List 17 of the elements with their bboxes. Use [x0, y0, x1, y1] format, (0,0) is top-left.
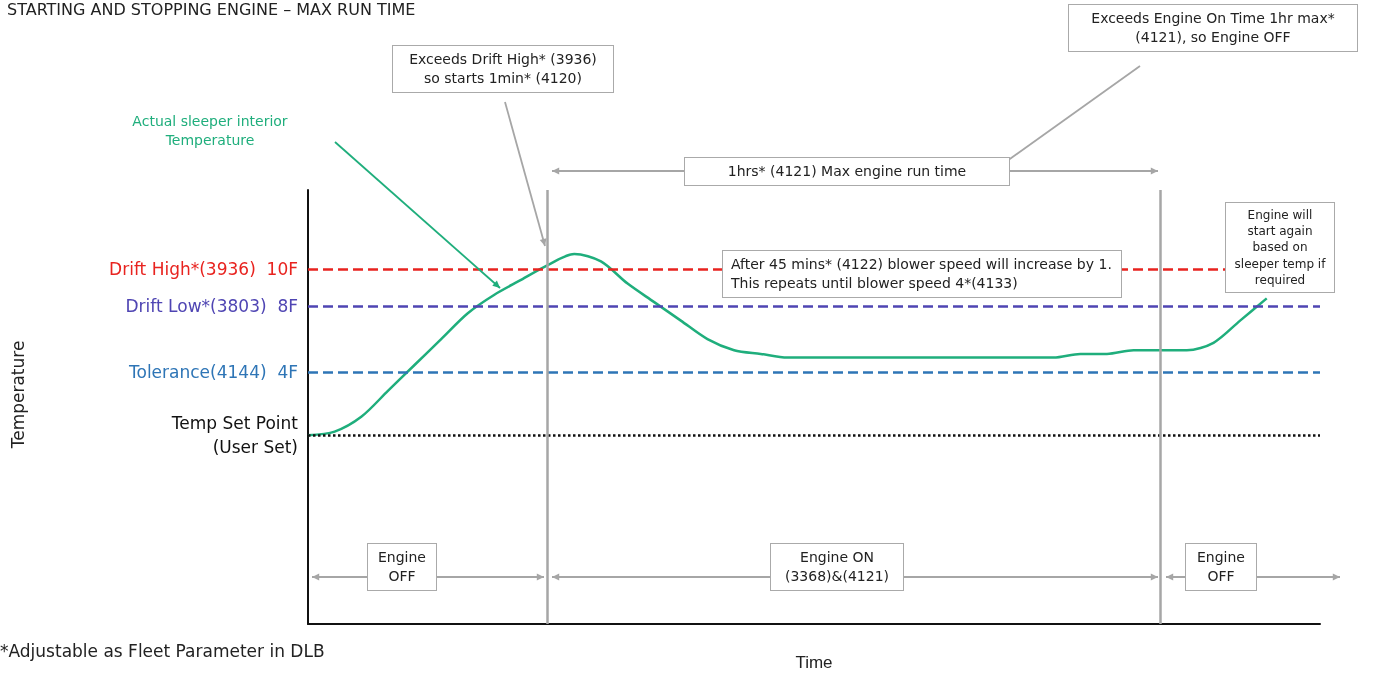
text: Temperature [6, 339, 29, 450]
annotation: Engine will start again based on sleeper temp if required [1225, 202, 1335, 293]
ref-line-label: Drift High*(3936) 10F [109, 258, 298, 279]
annotation: After 45 mins* (4122) blower speed will increase by 1. This repeats until blower speed 4*(4133) [722, 250, 1122, 298]
annotation: Engine ON (3368)&(4121) [770, 543, 904, 591]
text: *Adjustable as Fleet Parameter in DLB [0, 640, 326, 663]
annotation: Engine OFF [367, 543, 437, 591]
text: Exceeds Engine On Time 1hr max* (4121), so Engine OFF [1068, 4, 1358, 52]
annotation: Engine OFF [1185, 543, 1257, 591]
ref-line-label: Temp Set Point (User Set) [170, 413, 299, 458]
text: 1hrs* (4121) Max engine run time [684, 157, 1010, 186]
x-axis-title: Time [795, 653, 833, 672]
text: Exceeds Drift High* (3936) so starts 1min* (4120) [392, 45, 614, 93]
text: Actual sleeper interior Temperature [131, 112, 289, 150]
ref-line-label: Drift Low*(3803) 8F [125, 295, 298, 316]
ref-line-label: Tolerance(4144) 4F [128, 362, 298, 383]
chart-title: STARTING AND STOPPING ENGINE – MAX RUN TIME [7, 0, 416, 19]
